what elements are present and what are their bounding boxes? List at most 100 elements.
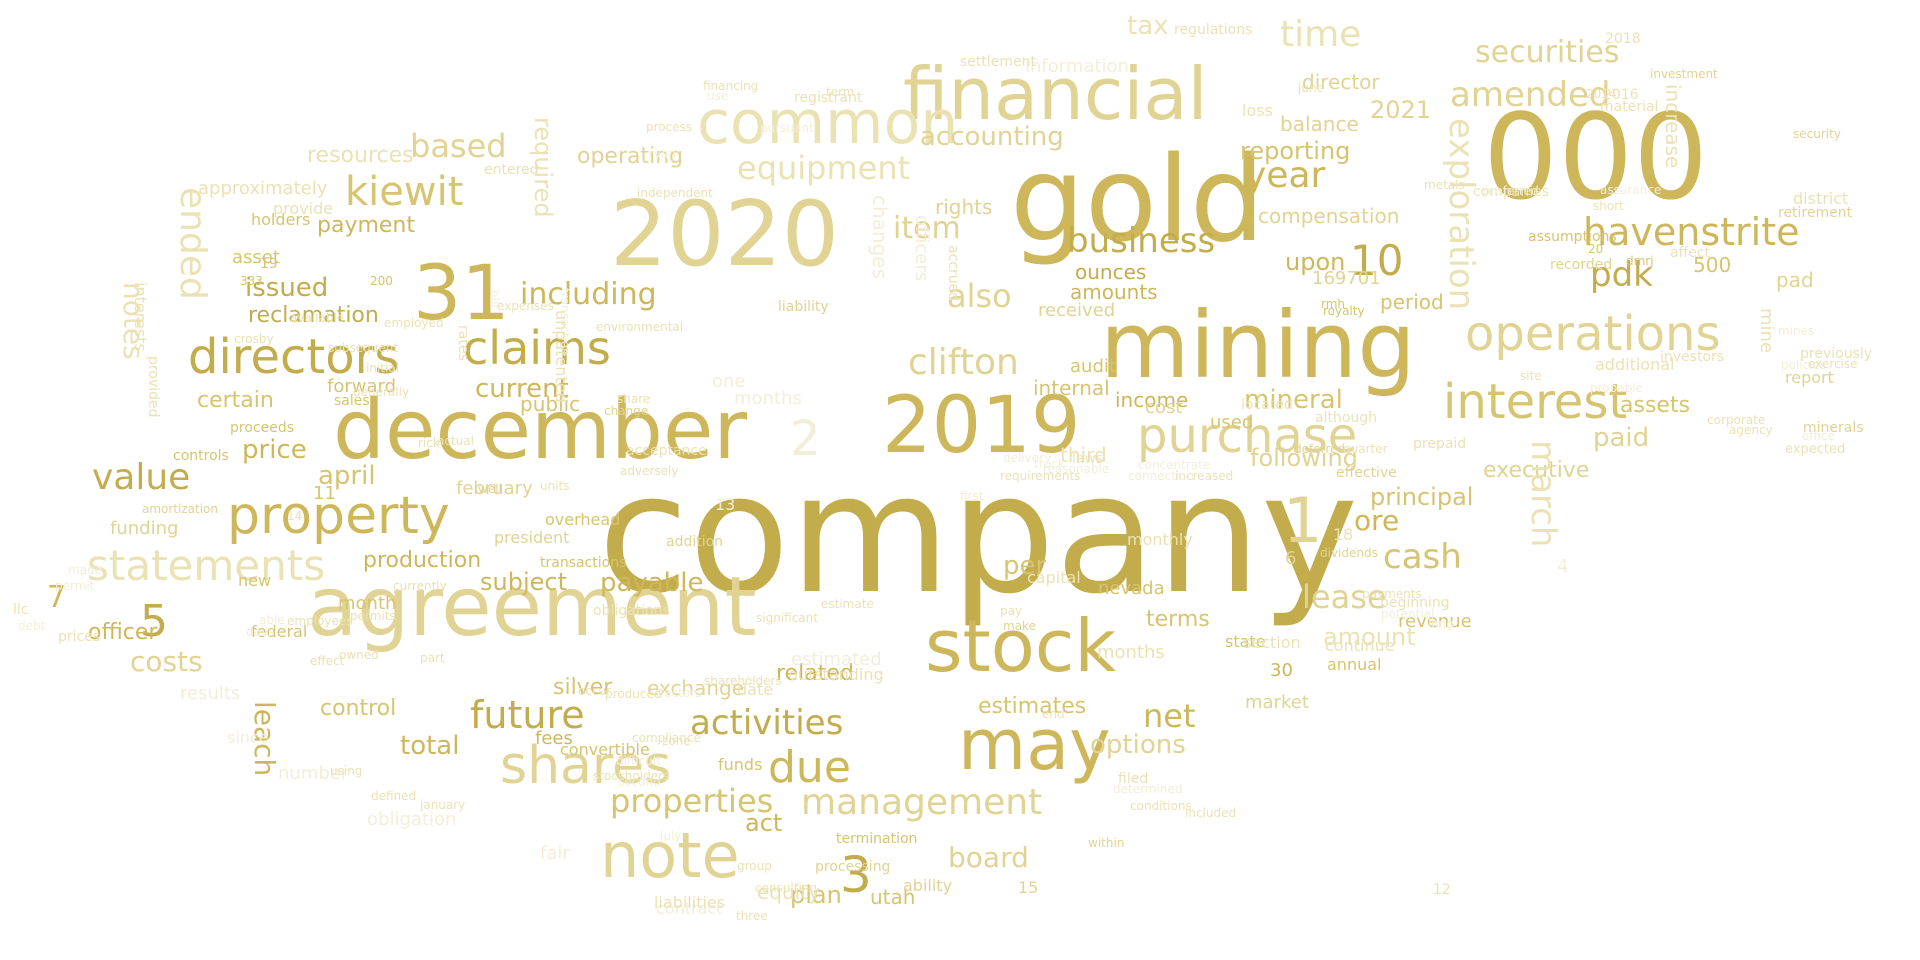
cloud-word: located [1241, 397, 1293, 413]
cloud-word: capital [1027, 568, 1081, 587]
cloud-word: pay [1000, 604, 1023, 618]
cloud-word: future [470, 693, 585, 737]
cloud-word: produced [605, 687, 662, 701]
cloud-word: material [1600, 99, 1659, 115]
cloud-word: note [600, 819, 740, 892]
cloud-word: effective [1336, 465, 1397, 481]
cloud-word: compensation [1258, 204, 1400, 228]
cloud-word: long [1428, 617, 1454, 631]
cloud-word: exercise [1808, 357, 1858, 371]
cloud-word: interest [1443, 374, 1628, 430]
cloud-word: addition [666, 534, 724, 550]
cloud-word: employed [384, 316, 444, 330]
cloud-word: assets [1620, 393, 1691, 418]
cloud-word: permits [350, 609, 396, 623]
cloud-word: number [278, 763, 349, 784]
cloud-word: deferred [1294, 442, 1345, 456]
cloud-word: preferred [1483, 184, 1539, 198]
cloud-word: president [494, 528, 570, 547]
cloud-word: fair [540, 843, 570, 864]
cloud-word: also [947, 277, 1012, 315]
cloud-word: estimated [791, 649, 882, 670]
cloud-word: 5 [140, 596, 168, 647]
cloud-word: amount [1323, 623, 1416, 651]
cloud-word: available [290, 311, 345, 325]
cloud-word: ounces [1075, 260, 1147, 284]
cloud-word: third [1060, 443, 1107, 467]
cloud-word: included [1185, 806, 1237, 820]
cloud-word: obligations [593, 603, 670, 619]
cloud-word: transactions [540, 555, 627, 571]
cloud-word: process [646, 120, 693, 134]
cloud-word: proceeds [230, 420, 295, 436]
cloud-word: april [318, 461, 376, 491]
cloud-word: acceptance [626, 443, 707, 459]
cloud-word: currently [393, 579, 447, 593]
cloud-word: reclamation [248, 303, 379, 328]
cloud-word: controls [173, 448, 229, 464]
cloud-word: actual [437, 434, 474, 448]
cloud-word: federal [251, 622, 308, 641]
cloud-word: environmental [596, 320, 684, 334]
cloud-word: probable [1590, 381, 1643, 395]
cloud-word: time [1280, 14, 1362, 55]
cloud-word: mines [1778, 324, 1815, 338]
cloud-word: dividends [1320, 546, 1378, 560]
cloud-word: 2014 [1586, 87, 1617, 101]
cloud-word: asset [232, 247, 280, 268]
cloud-word: shares [500, 736, 672, 796]
cloud-word: subsequent [328, 341, 399, 355]
cloud-word: previously [1800, 346, 1873, 362]
cloud-word: second [618, 775, 661, 789]
cloud-word: expected [1785, 442, 1846, 457]
cloud-word: approximately [198, 178, 328, 199]
cloud-word: beginning [1380, 595, 1450, 611]
cloud-word: public [520, 392, 581, 416]
cloud-word: end [1042, 707, 1065, 721]
cloud-word: july [660, 829, 682, 843]
cloud-word: initial [366, 361, 399, 375]
cloud-word: upon [1285, 248, 1346, 276]
cloud-word: within [1088, 836, 1125, 850]
cloud-word: 500 [1693, 253, 1732, 277]
cloud-word: mining [1100, 292, 1416, 399]
cloud-word: amended [1450, 75, 1611, 115]
cloud-word: operations [1465, 306, 1721, 362]
cloud-word: officers [911, 215, 932, 282]
cloud-word: clifton [908, 342, 1019, 383]
cloud-word: total [400, 731, 460, 761]
cloud-word: unpatented [552, 310, 571, 403]
cloud-word: lease [1302, 578, 1387, 616]
cloud-word: following [1250, 444, 1358, 472]
cloud-word: based [410, 127, 507, 165]
cloud-word: fees [535, 728, 573, 749]
cloud-word: difficult [616, 754, 661, 768]
cloud-word: affect [1670, 245, 1711, 261]
cloud-word: retirement [1778, 205, 1853, 221]
cloud-word: office [1802, 429, 1835, 443]
cloud-word: 11 [313, 483, 336, 504]
cloud-word: settlement [960, 54, 1037, 70]
cloud-word: generally [353, 385, 410, 399]
cloud-word: stock [925, 604, 1117, 688]
cloud-word: months [1097, 642, 1165, 663]
cloud-word: havenstrite [1583, 210, 1800, 254]
cloud-word: factors [660, 686, 702, 700]
cloud-word: agreement [307, 560, 757, 655]
cloud-word: quarter [1343, 442, 1388, 456]
cloud-word: prepaid [1413, 436, 1467, 452]
cloud-word: concentrate [1138, 458, 1211, 472]
cloud-word: royalty [1323, 304, 1365, 318]
cloud-word: officer [88, 620, 158, 645]
cloud-word: metals [1424, 178, 1465, 192]
cloud-word: minerals [1803, 420, 1864, 436]
cloud-word: monthly [1127, 530, 1193, 549]
cloud-word: plan [790, 881, 842, 909]
cloud-word: price [242, 435, 307, 465]
cloud-word: provide [273, 199, 334, 218]
cloud-word: 30 [1270, 660, 1293, 681]
cloud-word: statements [87, 541, 326, 590]
cloud-word: control [320, 696, 397, 721]
cloud-word: company [598, 438, 1359, 630]
cloud-word: 10 [1350, 236, 1404, 285]
